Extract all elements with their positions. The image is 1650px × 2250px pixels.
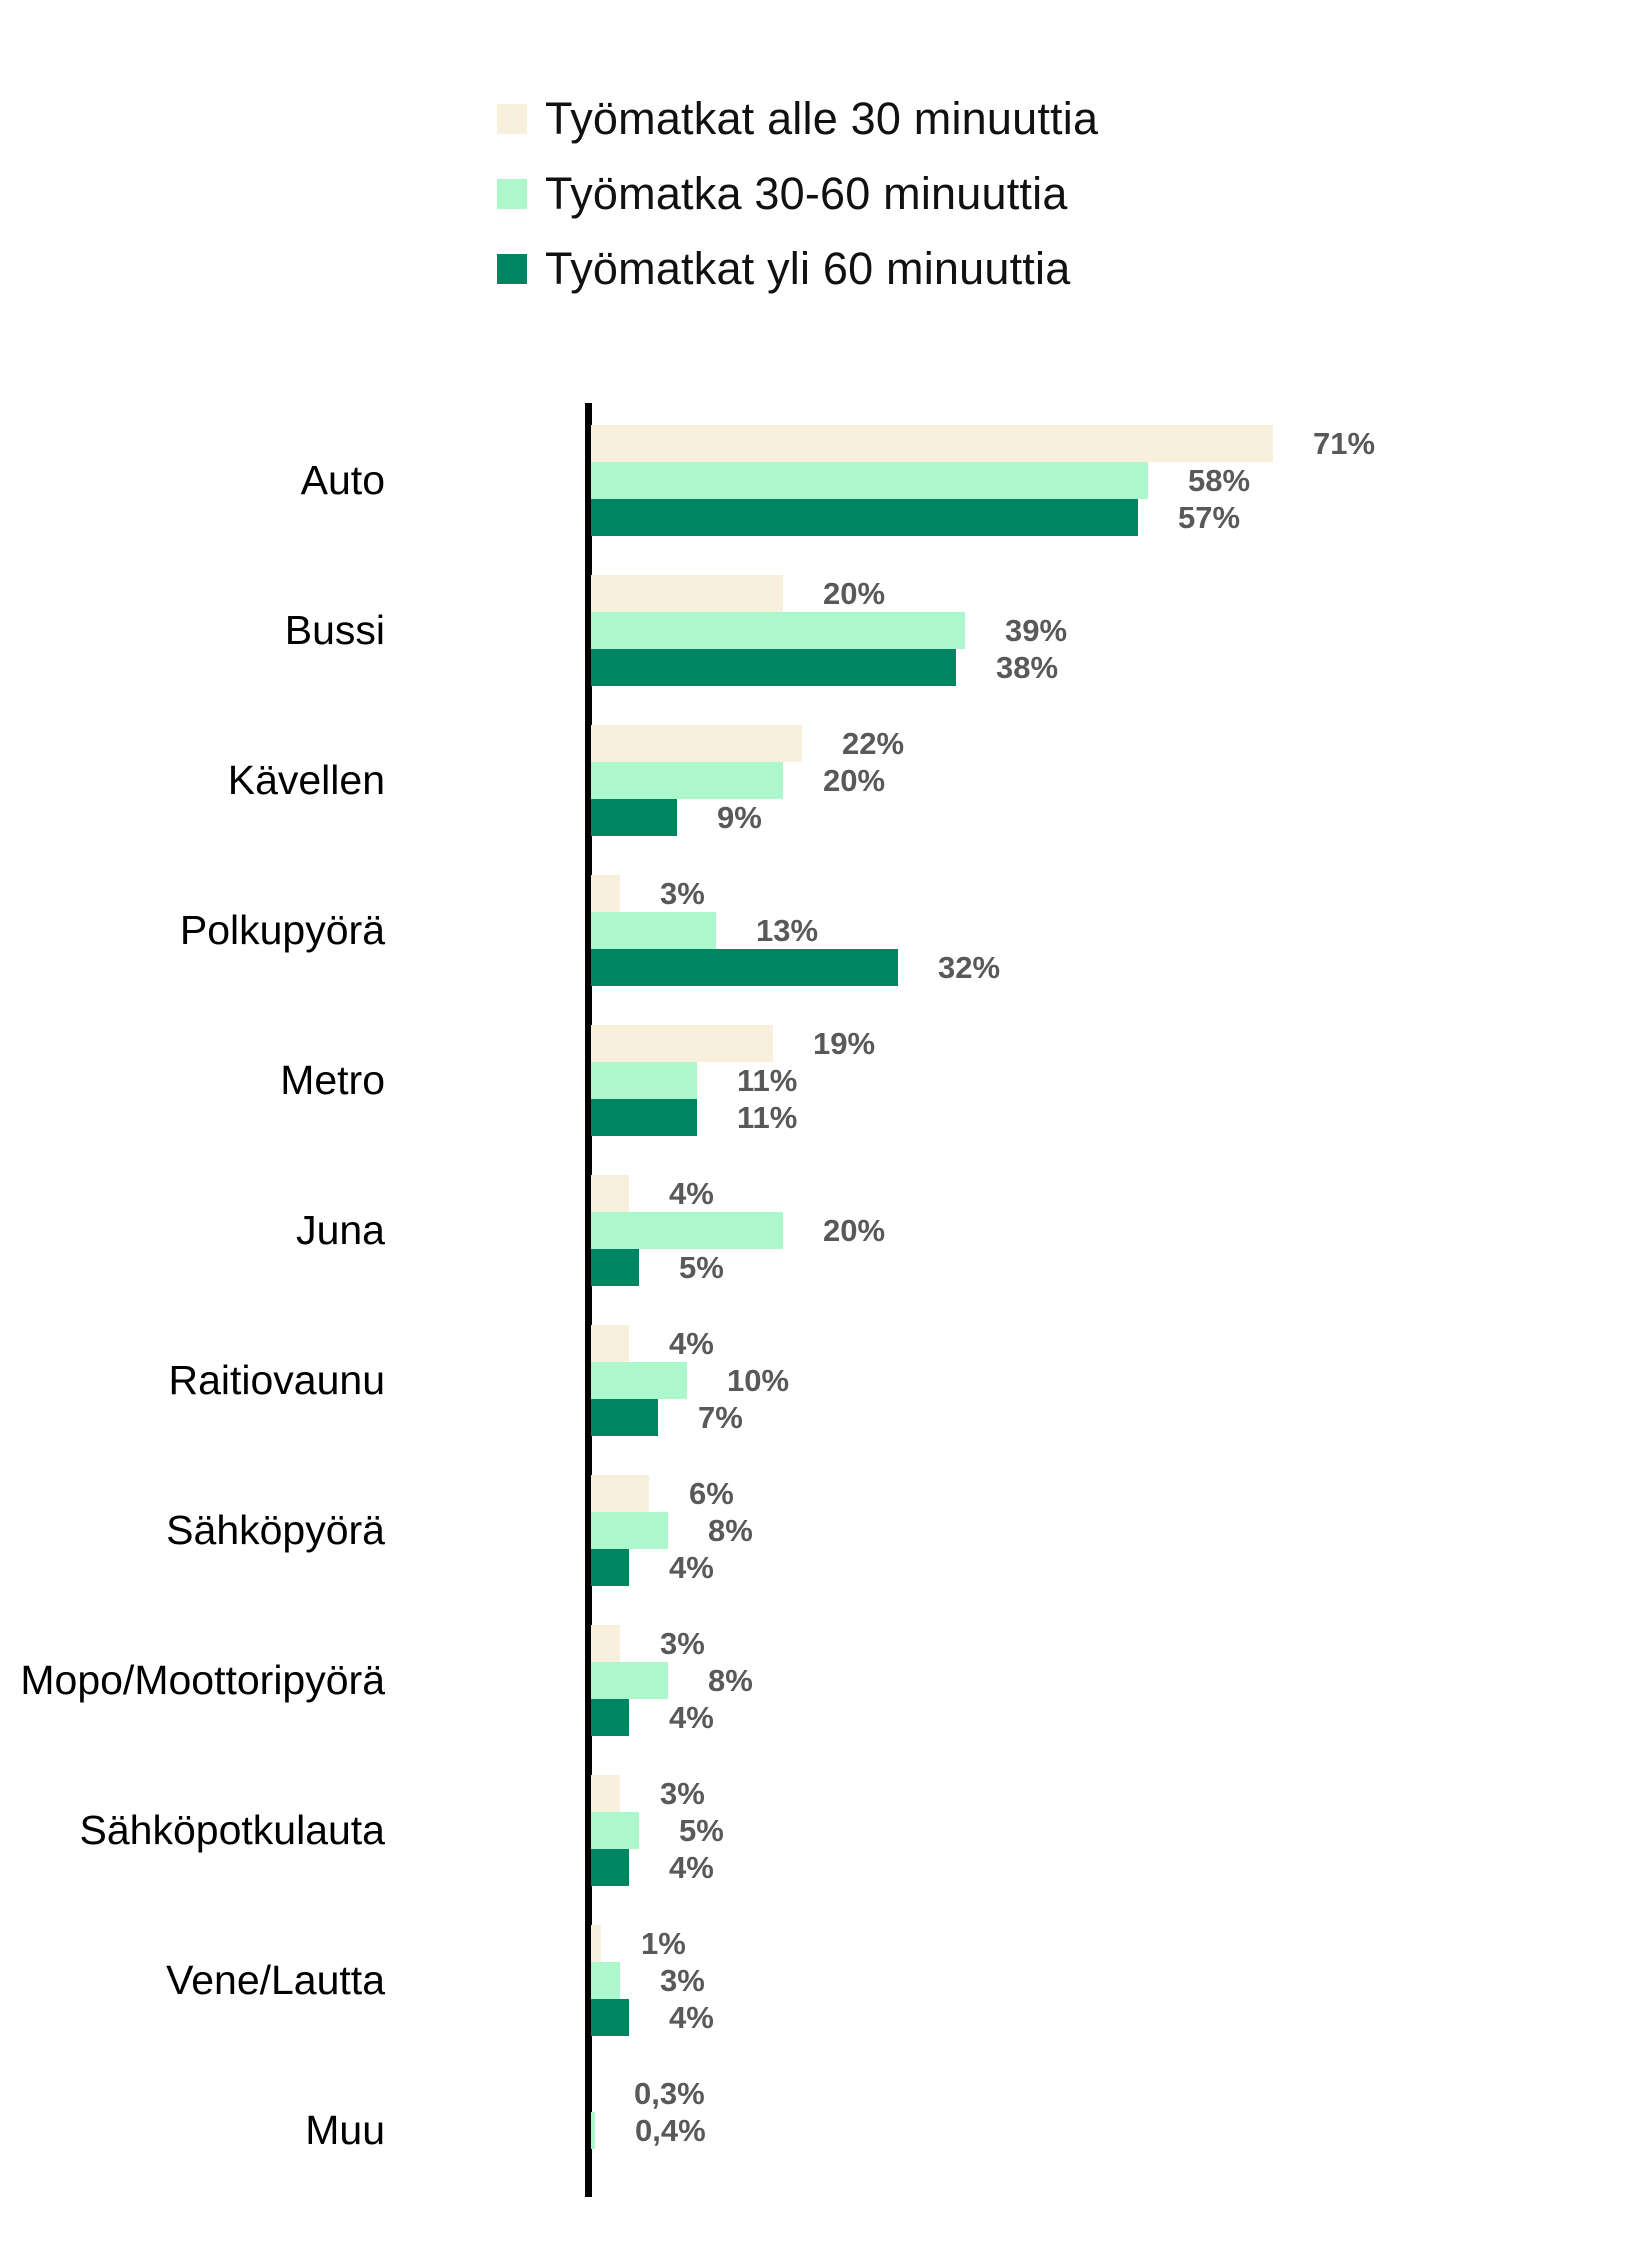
legend-item: Työmatka 30-60 minuuttia [497, 168, 1098, 220]
bar [591, 462, 1148, 499]
category-label: Auto [300, 457, 385, 503]
bar [591, 1212, 783, 1249]
bar [591, 875, 620, 912]
value-label: 4% [669, 1700, 714, 1735]
value-label: 32% [938, 950, 1001, 985]
value-label: 58% [1188, 463, 1251, 498]
category-label: Metro [280, 1057, 385, 1103]
bar [591, 1699, 629, 1736]
bar [591, 1999, 629, 2036]
value-label: 38% [996, 650, 1059, 685]
legend-item: Työmatkat yli 60 minuuttia [497, 243, 1098, 295]
value-label: 22% [842, 726, 905, 761]
bar [591, 1362, 687, 1399]
category-label: Polkupyörä [179, 907, 385, 953]
bar [591, 799, 677, 836]
bar [591, 1325, 629, 1362]
category-label: Sähköpotkulauta [79, 1807, 385, 1853]
value-label: 11% [737, 1063, 798, 1098]
bar [591, 2112, 595, 2149]
value-label: 3% [660, 876, 705, 911]
value-label: 4% [669, 1850, 714, 1885]
legend-item: Työmatkat alle 30 minuuttia [497, 93, 1098, 145]
bar [591, 1175, 629, 1212]
value-label: 19% [813, 1026, 876, 1061]
category-label: Bussi [284, 607, 385, 653]
value-label: 1% [641, 1926, 686, 1961]
value-label: 4% [669, 1326, 714, 1361]
value-label: 7% [698, 1400, 743, 1435]
bar [591, 649, 956, 686]
value-label: 0,4% [635, 2113, 706, 2148]
value-label: 39% [1005, 613, 1068, 648]
bar [591, 1662, 668, 1699]
value-label: 3% [660, 1626, 705, 1661]
bar [591, 1625, 620, 1662]
bar [591, 1925, 601, 1962]
legend-label: Työmatkat alle 30 minuuttia [545, 93, 1099, 144]
bar [591, 499, 1138, 536]
bar [591, 1062, 697, 1099]
bar [591, 1025, 773, 1062]
legend-label: Työmatka 30-60 minuuttia [545, 168, 1068, 219]
bar [591, 762, 783, 799]
bar [591, 1962, 620, 1999]
chart-legend: Työmatkat alle 30 minuuttia Työmatka 30-6… [497, 93, 1098, 318]
category-label: Raitiovaunu [168, 1357, 385, 1403]
category-label: Vene/Lautta [166, 1957, 385, 2003]
value-label: 5% [679, 1813, 724, 1848]
value-label: 5% [679, 1250, 724, 1285]
value-label: 4% [669, 2000, 714, 2035]
value-label: 0,3% [634, 2076, 705, 2111]
bar [591, 425, 1273, 462]
value-label: 4% [669, 1550, 714, 1585]
value-label: 9% [717, 800, 762, 835]
value-label: 20% [823, 576, 886, 611]
bar [591, 1475, 649, 1512]
value-label: 3% [660, 1963, 705, 1998]
bar [591, 725, 802, 762]
value-label: 10% [727, 1363, 790, 1398]
bar [591, 1512, 668, 1549]
value-label: 3% [660, 1776, 705, 1811]
value-label: 13% [756, 913, 819, 948]
bar [591, 1775, 620, 1812]
category-label: Muu [305, 2107, 385, 2153]
category-label: Juna [296, 1207, 385, 1253]
category-label: Sähköpyörä [166, 1507, 385, 1553]
value-label: 11% [737, 1100, 798, 1135]
bar [591, 575, 783, 612]
value-label: 20% [823, 763, 886, 798]
value-label: 4% [669, 1176, 714, 1211]
value-label: 6% [689, 1476, 734, 1511]
bar [591, 1849, 629, 1886]
legend-swatch-icon [497, 179, 527, 209]
bar [591, 1099, 697, 1136]
category-label: Mopo/Moottoripyörä [20, 1657, 385, 1703]
bar [591, 1399, 658, 1436]
legend-swatch-icon [497, 104, 527, 134]
bar [591, 1549, 629, 1586]
category-label: Kävellen [227, 757, 385, 803]
bar [591, 1812, 639, 1849]
bar [591, 949, 898, 986]
value-label: 8% [708, 1513, 753, 1548]
bar [591, 612, 965, 649]
value-label: 20% [823, 1213, 886, 1248]
bar [591, 1249, 639, 1286]
value-label: 8% [708, 1663, 753, 1698]
value-label: 71% [1313, 426, 1376, 461]
legend-label: Työmatkat yli 60 minuuttia [545, 243, 1071, 294]
y-axis-line [585, 403, 592, 2197]
legend-swatch-icon [497, 254, 527, 284]
bar [591, 912, 716, 949]
value-label: 57% [1178, 500, 1241, 535]
